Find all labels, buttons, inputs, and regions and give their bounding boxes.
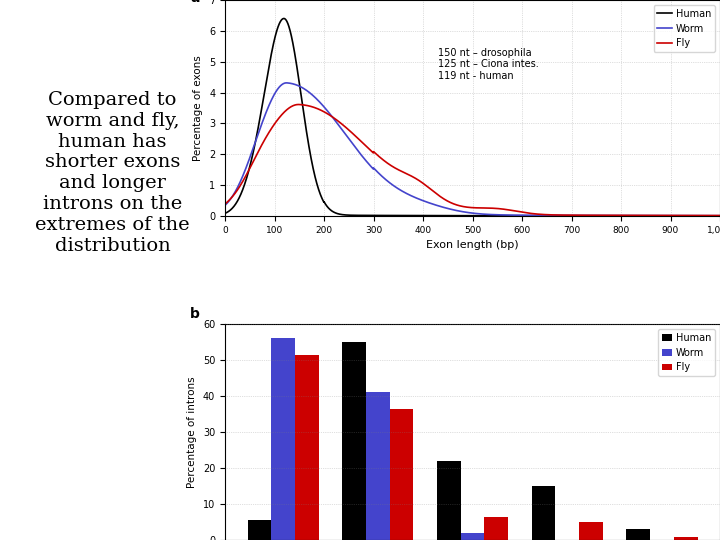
Y-axis label: Percentage of exons: Percentage of exons xyxy=(194,55,204,161)
Bar xyxy=(579,522,603,540)
Human xyxy=(279,15,288,22)
Bar xyxy=(342,342,366,540)
Worm xyxy=(701,212,710,219)
Worm xyxy=(282,79,291,86)
Bar xyxy=(271,339,295,540)
Human xyxy=(716,213,720,219)
Bar xyxy=(248,520,271,540)
Line: Worm: Worm xyxy=(225,83,720,215)
Human xyxy=(449,212,457,219)
Human xyxy=(701,213,710,219)
Text: Compared to
worm and fly,
human has
shorter exons
and longer
introns on the
extr: Compared to worm and fly, human has shor… xyxy=(35,91,190,254)
Fly xyxy=(716,212,720,219)
Bar xyxy=(295,355,318,540)
Fly xyxy=(294,102,303,108)
Human xyxy=(701,213,710,219)
Fly xyxy=(611,212,619,219)
Worm xyxy=(220,202,229,208)
Bar xyxy=(366,393,390,540)
Fly xyxy=(220,201,229,207)
Human xyxy=(611,213,619,219)
Bar xyxy=(674,537,698,540)
Bar xyxy=(531,486,555,540)
Human xyxy=(246,161,255,168)
Fly xyxy=(449,200,457,207)
Fly xyxy=(462,204,470,210)
Bar xyxy=(437,461,461,540)
Fly xyxy=(246,164,255,171)
Bar xyxy=(390,409,413,540)
Worm xyxy=(611,212,619,219)
Bar xyxy=(626,529,650,540)
Text: b: b xyxy=(190,307,200,321)
Human xyxy=(462,212,470,219)
X-axis label: Exon length (bp): Exon length (bp) xyxy=(426,240,519,250)
Worm xyxy=(701,212,710,219)
Worm xyxy=(462,209,470,215)
Line: Human: Human xyxy=(225,18,720,216)
Text: 150 nt – drosophila
125 nt – Ciona intes.
119 nt - human: 150 nt – drosophila 125 nt – Ciona intes… xyxy=(438,48,539,80)
Worm xyxy=(246,153,255,160)
Fly xyxy=(701,212,710,219)
Worm xyxy=(716,212,720,219)
Legend: Human, Worm, Fly: Human, Worm, Fly xyxy=(658,329,715,376)
Bar xyxy=(461,533,485,540)
Bar xyxy=(485,517,508,540)
Human xyxy=(220,210,229,217)
Y-axis label: Percentage of introns: Percentage of introns xyxy=(187,376,197,488)
Line: Fly: Fly xyxy=(225,105,720,215)
Legend: Human, Worm, Fly: Human, Worm, Fly xyxy=(654,5,715,52)
Text: a: a xyxy=(190,0,200,5)
Fly xyxy=(701,212,710,219)
Worm xyxy=(449,206,457,213)
